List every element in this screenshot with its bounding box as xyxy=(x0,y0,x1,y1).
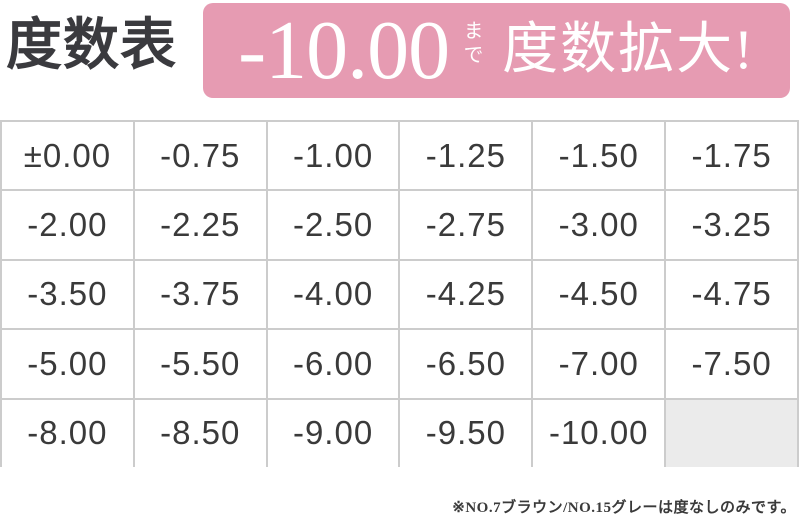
power-cell: -3.25 xyxy=(666,191,797,259)
power-cell: -1.00 xyxy=(267,122,399,190)
power-cell: -1.25 xyxy=(400,122,532,190)
power-cell: -5.00 xyxy=(2,330,133,398)
power-cell: -4.00 xyxy=(267,260,399,329)
power-cell: -3.75 xyxy=(134,260,266,329)
power-cell: -3.50 xyxy=(2,260,133,329)
power-cell: -9.00 xyxy=(267,399,399,467)
power-cell: -9.50 xyxy=(400,399,532,467)
power-cell: -6.50 xyxy=(400,330,532,398)
footnote: ※NO.7ブラウン/NO.15グレーは度なしのみです。 xyxy=(452,500,796,516)
power-cell: -7.00 xyxy=(533,330,665,398)
power-cell: -4.50 xyxy=(533,260,665,329)
power-cell: ±0.00 xyxy=(2,122,133,190)
power-cell: -1.50 xyxy=(533,122,665,190)
power-cell: -6.00 xyxy=(267,330,399,398)
page-title: 度数表 xyxy=(6,15,177,77)
power-cell: -2.50 xyxy=(267,191,399,259)
banner-message: 度数拡大! xyxy=(502,19,755,81)
power-cell-empty xyxy=(666,399,797,467)
banner-made-label: まで xyxy=(460,20,483,68)
power-cell: -3.00 xyxy=(533,191,665,259)
power-cell: -5.50 xyxy=(134,330,266,398)
power-cell: -10.00 xyxy=(533,399,665,467)
promo-banner: -10.00 まで 度数拡大! xyxy=(203,3,790,98)
power-cell: -4.75 xyxy=(666,260,797,329)
banner-power-value: -10.00 xyxy=(238,4,450,97)
power-cell: -0.75 xyxy=(134,122,266,190)
power-cell: -8.00 xyxy=(2,399,133,467)
power-table: ±0.00 -0.75 -1.00 -1.25 -1.50 -1.75 -2.0… xyxy=(0,120,799,467)
power-cell: -2.25 xyxy=(134,191,266,259)
power-cell: -8.50 xyxy=(134,399,266,467)
power-cell: -2.00 xyxy=(2,191,133,259)
power-cell: -2.75 xyxy=(400,191,532,259)
power-cell: -1.75 xyxy=(666,122,797,190)
power-cell: -7.50 xyxy=(666,330,797,398)
power-cell: -4.25 xyxy=(400,260,532,329)
